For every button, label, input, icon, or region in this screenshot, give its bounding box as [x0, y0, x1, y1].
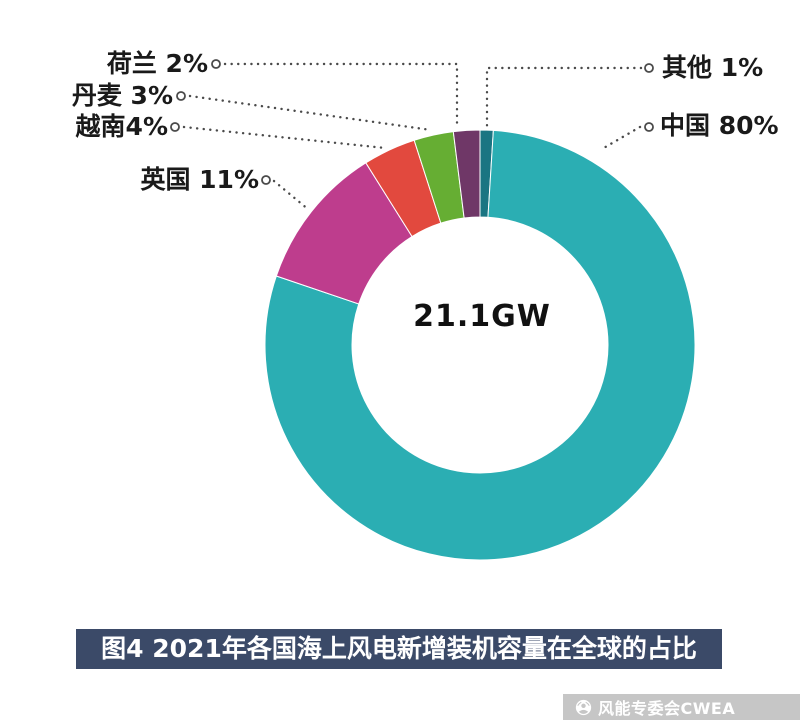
leader-dot-qita	[644, 63, 654, 73]
leader-lines	[182, 62, 643, 212]
callout-label-qita: 其他 1%	[662, 53, 764, 82]
donut-segment-荷兰	[452, 129, 481, 219]
leader-line-danmai	[188, 94, 433, 132]
brand-label: 风能专委会CWEA	[598, 699, 736, 718]
leader-dot-helan	[211, 59, 221, 69]
leader-line-yingguo	[272, 179, 311, 212]
leader-line-zhongguo	[600, 125, 642, 151]
wechat-official-account-icon	[575, 699, 592, 715]
callout-label-danmai: 丹麦 3%	[71, 81, 173, 110]
donut-center-total: 21.1GW	[413, 299, 551, 334]
leader-line-helan	[223, 62, 459, 129]
callout-label-zhongguo: 中国 80%	[660, 111, 779, 140]
leader-line-yuenan	[182, 125, 387, 150]
leader-dot-zhongguo	[644, 122, 654, 132]
callout-label-helan: 荷兰 2%	[106, 49, 208, 78]
callout-label-yuenan: 越南4%	[75, 112, 168, 141]
leader-dot-yuenan	[170, 122, 180, 132]
leader-dot-yingguo	[261, 175, 271, 185]
donut-segment-中国	[264, 129, 696, 561]
leader-dot-danmai	[176, 91, 186, 101]
footer-bar: 风能专委会CWEA	[563, 694, 800, 720]
caption-banner: 图4 2021年各国海上风电新增装机容量在全球的占比	[76, 629, 722, 669]
callout-label-yingguo: 英国 11%	[140, 165, 259, 194]
leader-dots	[170, 59, 654, 185]
donut-ring	[264, 129, 696, 561]
leader-line-qita	[485, 66, 643, 129]
